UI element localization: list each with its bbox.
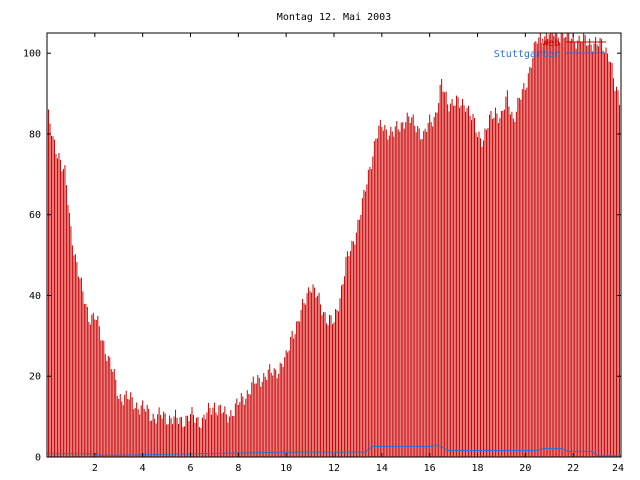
y-tick-label: 60 (29, 210, 41, 221)
legend-label-stuttgarter: Stuttgarter (494, 49, 560, 60)
legend: Web Stuttgarter (494, 38, 606, 60)
x-tick-label: 4 (140, 463, 146, 474)
x-tick-label: 16 (424, 463, 436, 474)
y-tick-label: 0 (35, 453, 41, 464)
x-axis: 2 4 6 8 10 12 14 16 18 20 22 24 (92, 33, 624, 474)
stuttgarter-polyline (47, 444, 621, 457)
y-axis: 0 20 40 60 80 100 (23, 49, 621, 464)
x-tick-label: 6 (187, 463, 193, 474)
chart-title: Montag 12. Mai 2003 (277, 12, 391, 23)
x-tick-label: 14 (376, 463, 388, 474)
x-tick-label: 24 (612, 463, 624, 474)
x-tick-label: 20 (519, 463, 531, 474)
x-tick-label: 10 (280, 463, 292, 474)
x-tick-label: 2 (92, 463, 98, 474)
web-bars (46, 33, 622, 457)
x-tick-label: 22 (567, 463, 579, 474)
y-tick-label: 100 (23, 49, 41, 60)
x-tick-label: 12 (328, 463, 340, 474)
y-tick-label: 40 (29, 291, 41, 302)
y-tick-label: 80 (29, 129, 41, 140)
y-tick-label: 20 (29, 372, 41, 383)
stuttgarter-line (47, 444, 621, 457)
x-tick-label: 8 (235, 463, 241, 474)
x-tick-label: 18 (471, 463, 483, 474)
legend-label-web: Web (542, 38, 560, 49)
